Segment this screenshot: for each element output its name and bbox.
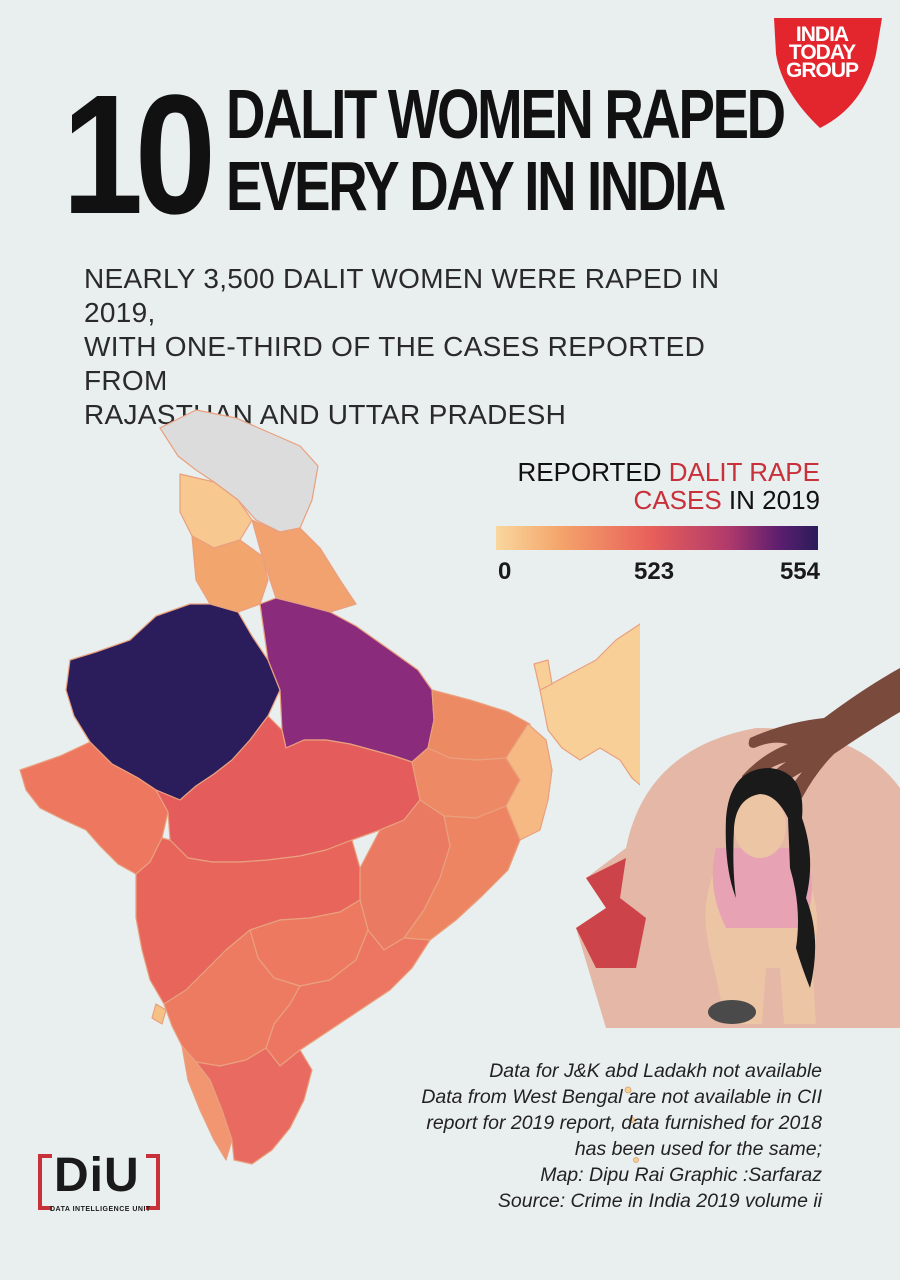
subtitle-line-3: RAJASTHAN AND UTTAR PRADESH bbox=[84, 399, 567, 430]
headline-number: 10 bbox=[62, 60, 216, 250]
region-uttarakhand bbox=[251, 519, 357, 613]
legend-mid-label: 523 bbox=[634, 558, 675, 585]
andaman-islands-3 bbox=[633, 1157, 639, 1163]
legend-min-label: 0 bbox=[498, 558, 512, 585]
legend-color-scale bbox=[496, 526, 818, 550]
legend-title-pre: REPORTED bbox=[517, 457, 669, 487]
face-shape bbox=[734, 794, 786, 858]
shirt-shape bbox=[712, 848, 812, 928]
logo-text: INDIA TODAY GROUP bbox=[768, 23, 876, 82]
subtitle-line-2: WITH ONE-THIRD OF THE CASES REPORTED FRO… bbox=[84, 331, 706, 396]
note-4: has been used for the same; bbox=[574, 1138, 822, 1160]
subtitle-line-1: NEARLY 3,500 DALIT WOMEN WERE RAPED IN 2… bbox=[84, 263, 720, 328]
india-choropleth-map bbox=[19, 409, 640, 1165]
india-today-group-logo: INDIA TODAY GROUP bbox=[768, 14, 888, 132]
subtitle: NEARLY 3,500 DALIT WOMEN WERE RAPED IN 2… bbox=[84, 262, 764, 432]
note-1: Data for J&K abd Ladakh not available bbox=[489, 1060, 822, 1082]
note-2: Data from West Bengal are not available … bbox=[421, 1086, 822, 1108]
andaman-islands bbox=[624, 1086, 632, 1094]
legend: REPORTED DALIT RAPE CASES IN 2019 0 523 … bbox=[490, 458, 820, 588]
note-5: Map: Dipu Rai Graphic :Sarfaraz bbox=[540, 1164, 822, 1186]
headline: DALIT WOMEN RAPED EVERY DAY IN INDIA bbox=[226, 75, 786, 225]
legend-title-post: IN 2019 bbox=[721, 485, 820, 515]
region-west-bengal bbox=[505, 723, 553, 841]
logo-shield-icon bbox=[774, 18, 882, 128]
headline-line-2: EVERY DAY IN INDIA bbox=[226, 147, 726, 225]
red-backdrop bbox=[576, 858, 646, 968]
logo-line-2: TODAY bbox=[788, 41, 856, 64]
legend-title-highlight-1: DALIT RAPE bbox=[668, 457, 820, 487]
region-sikkim bbox=[533, 659, 553, 691]
footnotes: Data for J&K abd Ladakh not available Da… bbox=[342, 1058, 822, 1214]
region-odisha bbox=[403, 805, 521, 941]
region-tamil-nadu bbox=[195, 1047, 313, 1165]
shoe-left bbox=[708, 1000, 756, 1024]
legend-title-highlight-2: CASES bbox=[633, 485, 722, 515]
andaman-islands-2 bbox=[629, 1117, 635, 1123]
legend-labels: 0 523 554 bbox=[490, 558, 820, 588]
diu-bracket-right bbox=[146, 1154, 160, 1210]
region-uttar-pradesh bbox=[259, 597, 435, 763]
victim-illustration bbox=[576, 668, 900, 1028]
headline-line-1: DALIT WOMEN RAPED bbox=[226, 75, 786, 153]
hair-shape bbox=[725, 768, 816, 988]
legend-title: REPORTED DALIT RAPE CASES IN 2019 bbox=[490, 458, 820, 514]
legend-max-label: 554 bbox=[779, 558, 820, 585]
logo-line-1: INDIA bbox=[795, 23, 849, 46]
note-6: Source: Crime in India 2019 volume ii bbox=[497, 1190, 822, 1212]
diu-bracket-left bbox=[38, 1154, 52, 1210]
logo-line-3: GROUP bbox=[785, 59, 859, 82]
note-3: report for 2019 report, data furnished f… bbox=[426, 1112, 822, 1134]
diu-label: DATA INTELLIGENCE UNIT bbox=[50, 1206, 151, 1213]
diu-mark: DiU bbox=[54, 1149, 140, 1202]
region-goa bbox=[151, 1003, 167, 1025]
region-north-east bbox=[539, 623, 640, 786]
diu-logo: DiU DATA INTELLIGENCE UNIT bbox=[38, 1144, 160, 1222]
region-punjab-haryana bbox=[191, 535, 269, 613]
